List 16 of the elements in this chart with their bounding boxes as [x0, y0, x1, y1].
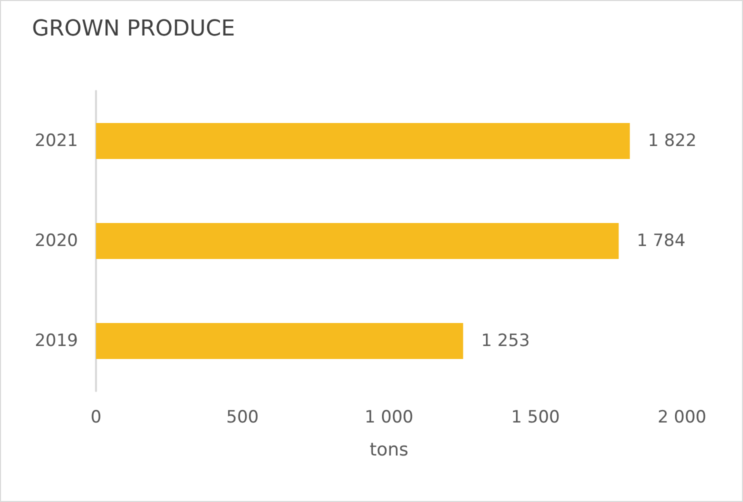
data-label: 1 822 [648, 131, 697, 151]
data-label: 1 253 [481, 331, 530, 351]
x-tick-label: 1 500 [511, 408, 560, 428]
x-tick-label: 2 000 [658, 408, 706, 428]
bar [96, 323, 464, 359]
x-tick-label: 500 [226, 408, 259, 428]
data-label: 1 784 [636, 231, 686, 251]
y-tick-label: 2019 [34, 331, 78, 351]
x-tick-label: 0 [90, 408, 102, 428]
chart-title: GROWN PRODUCE [32, 16, 236, 42]
x-tick-label: 1 000 [364, 408, 414, 428]
x-axis-title: tons [370, 440, 408, 460]
y-tick-label: 2021 [34, 131, 78, 151]
bar [96, 123, 630, 159]
y-tick-label: 2020 [34, 231, 78, 251]
bar [96, 223, 619, 259]
